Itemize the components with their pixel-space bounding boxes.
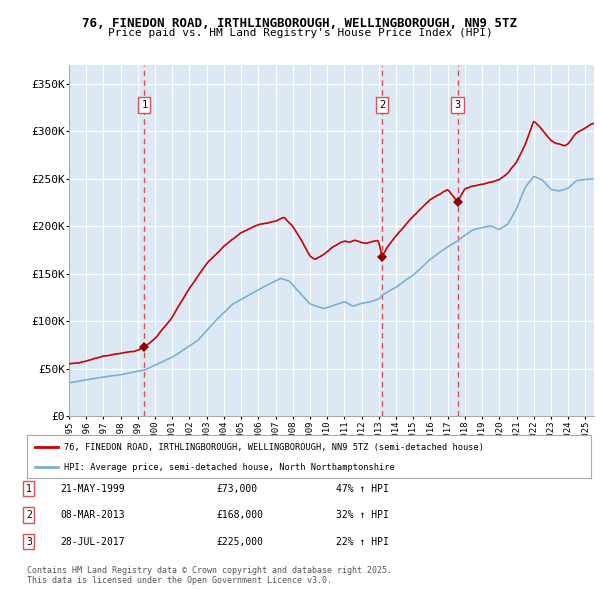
Text: £168,000: £168,000 xyxy=(216,510,263,520)
Text: 21-MAY-1999: 21-MAY-1999 xyxy=(60,484,125,493)
Text: £225,000: £225,000 xyxy=(216,537,263,546)
Text: 1: 1 xyxy=(141,100,148,110)
Text: 08-MAR-2013: 08-MAR-2013 xyxy=(60,510,125,520)
Text: 32% ↑ HPI: 32% ↑ HPI xyxy=(336,510,389,520)
Text: 47% ↑ HPI: 47% ↑ HPI xyxy=(336,484,389,493)
Text: HPI: Average price, semi-detached house, North Northamptonshire: HPI: Average price, semi-detached house,… xyxy=(64,463,394,472)
Text: 28-JUL-2017: 28-JUL-2017 xyxy=(60,537,125,546)
Text: 2: 2 xyxy=(26,510,32,520)
Text: 3: 3 xyxy=(454,100,461,110)
Text: Price paid vs. HM Land Registry's House Price Index (HPI): Price paid vs. HM Land Registry's House … xyxy=(107,28,493,38)
Text: 1: 1 xyxy=(26,484,32,493)
Text: 22% ↑ HPI: 22% ↑ HPI xyxy=(336,537,389,546)
Text: 2: 2 xyxy=(379,100,385,110)
Text: 3: 3 xyxy=(26,537,32,546)
Text: 76, FINEDON ROAD, IRTHLINGBOROUGH, WELLINGBOROUGH, NN9 5TZ (semi-detached house): 76, FINEDON ROAD, IRTHLINGBOROUGH, WELLI… xyxy=(64,443,484,452)
Text: Contains HM Land Registry data © Crown copyright and database right 2025.
This d: Contains HM Land Registry data © Crown c… xyxy=(27,566,392,585)
Text: £73,000: £73,000 xyxy=(216,484,257,493)
Text: 76, FINEDON ROAD, IRTHLINGBOROUGH, WELLINGBOROUGH, NN9 5TZ: 76, FINEDON ROAD, IRTHLINGBOROUGH, WELLI… xyxy=(83,17,517,30)
